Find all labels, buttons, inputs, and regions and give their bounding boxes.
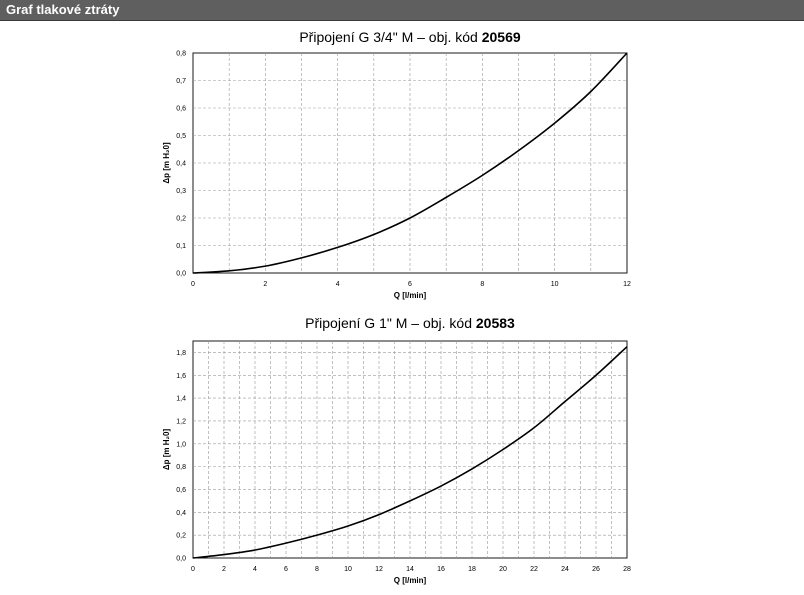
y-tick-label: 0,3 xyxy=(176,188,186,195)
series-line xyxy=(192,346,628,559)
y-tick-label: 0,6 xyxy=(176,106,186,113)
x-tick-label: 26 xyxy=(592,566,600,573)
y-tick-label: 0,1 xyxy=(176,243,186,250)
y-tick-label: 0,2 xyxy=(176,533,186,540)
x-tick-label: 4 xyxy=(253,566,257,573)
x-tick-label: 8 xyxy=(315,566,319,573)
x-axis-label: Q [l/min] xyxy=(394,291,427,300)
y-tick-label: 0,5 xyxy=(176,133,186,140)
y-tick-label: 0,8 xyxy=(176,51,186,58)
x-tick-label: 24 xyxy=(561,566,569,573)
y-tick-label: 1,6 xyxy=(176,373,186,380)
x-tick-label: 8 xyxy=(480,281,484,288)
y-tick-label: 0,4 xyxy=(176,510,186,517)
x-tick-label: 0 xyxy=(191,281,195,288)
x-tick-label: 22 xyxy=(530,566,538,573)
x-tick-label: 12 xyxy=(623,281,631,288)
y-tick-label: 0,2 xyxy=(176,216,186,223)
y-tick-label: 1,0 xyxy=(176,441,186,448)
y-tick-label: 0,0 xyxy=(176,271,186,278)
x-tick-label: 28 xyxy=(623,566,631,573)
header-bar: Graf tlakové ztráty xyxy=(0,0,804,21)
x-tick-label: 4 xyxy=(336,281,340,288)
x-axis-label: Q [l/min] xyxy=(394,576,427,585)
chart-title: Připojení G 3/4" M – obj. kód 20569 xyxy=(299,29,521,45)
x-tick-label: 2 xyxy=(222,566,226,573)
y-axis-label: Δp [m H₂0] xyxy=(162,142,171,184)
chart-title-code: 20569 xyxy=(482,29,521,45)
chart-pressure-loss-20569: Připojení G 3/4" M – obj. kód 20569 0 2 4 6 8… xyxy=(162,29,631,300)
y-tick-label: 1,8 xyxy=(176,350,186,357)
chart-title-code: 20583 xyxy=(476,315,515,331)
y-tick-label: 0,0 xyxy=(176,556,186,563)
x-tick-label: 6 xyxy=(284,566,288,573)
y-tick-label: 0,6 xyxy=(176,487,186,494)
chart-title-text: Připojení G 1" M – obj. kód xyxy=(305,315,476,331)
y-tick-label: 1,4 xyxy=(176,396,186,403)
x-tick-label: 0 xyxy=(191,566,195,573)
chart-title-text: Připojení G 3/4" M – obj. kód xyxy=(299,29,481,45)
x-tick-label: 10 xyxy=(344,566,352,573)
series-line xyxy=(192,52,628,274)
page-title: Graf tlakové ztráty xyxy=(6,2,120,17)
x-tick-label: 16 xyxy=(437,566,445,573)
x-tick-label: 14 xyxy=(406,566,414,573)
x-tick-label: 18 xyxy=(468,566,476,573)
y-tick-label: 1,2 xyxy=(176,418,186,425)
x-tick-label: 6 xyxy=(408,281,412,288)
y-tick-label: 0,4 xyxy=(176,161,186,168)
x-tick-label: 2 xyxy=(263,281,267,288)
chart-title: Připojení G 1" M – obj. kód 20583 xyxy=(305,315,515,331)
x-tick-label: 10 xyxy=(551,281,559,288)
x-tick-label: 12 xyxy=(375,566,383,573)
y-axis-label: Δp [m H₂0] xyxy=(162,429,171,471)
y-tick-label: 0,7 xyxy=(176,78,186,85)
x-tick-label: 20 xyxy=(499,566,507,573)
y-tick-label: 0,8 xyxy=(176,464,186,471)
